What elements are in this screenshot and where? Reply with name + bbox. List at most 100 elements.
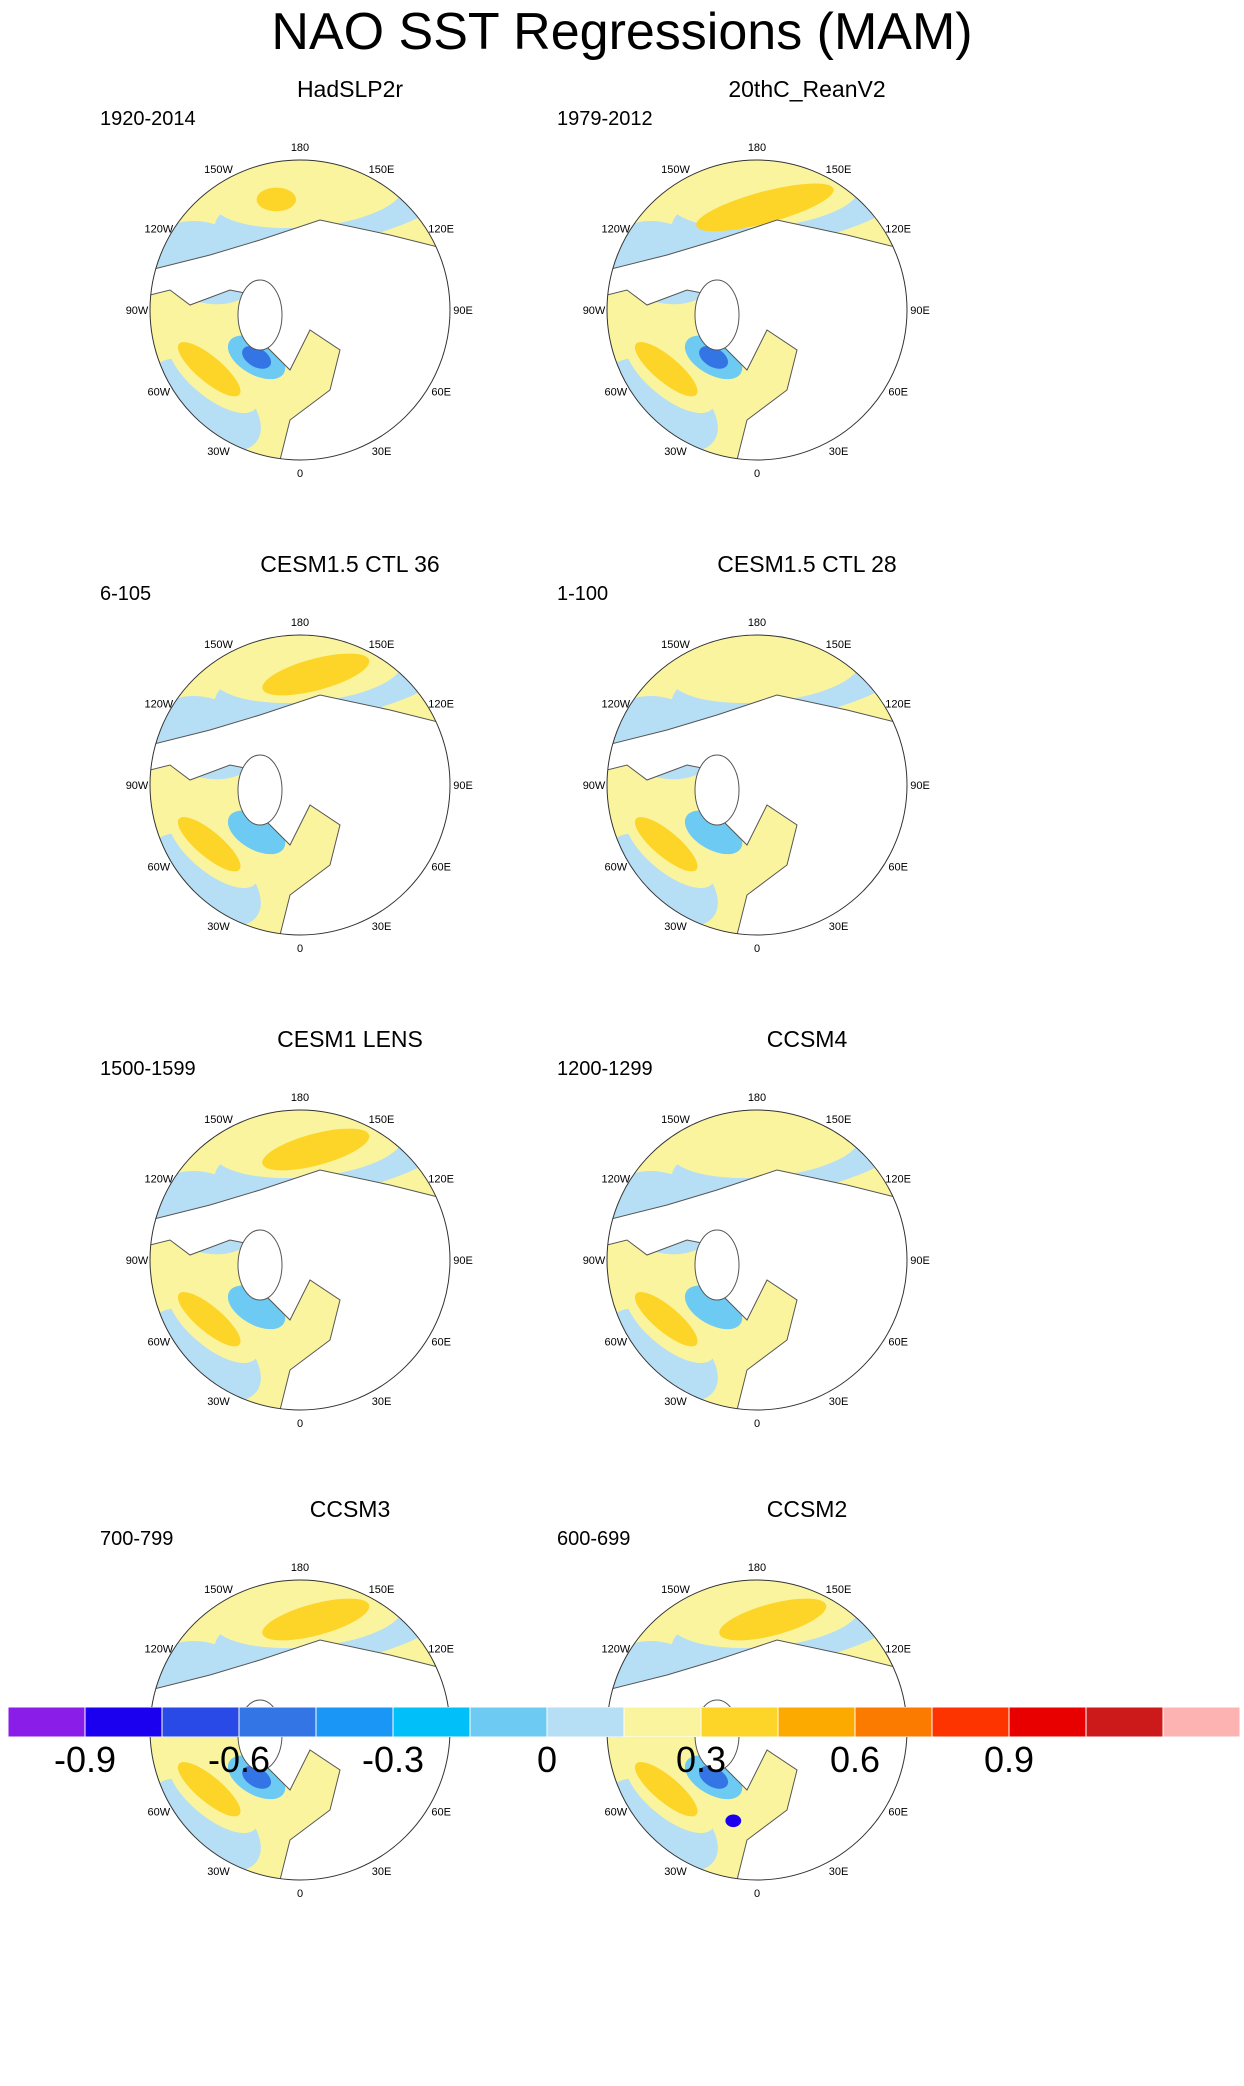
longitude-label: 120E — [885, 224, 911, 236]
colorbar-swatch — [1085, 1707, 1164, 1737]
longitude-label: 30E — [829, 1396, 849, 1408]
map-boundary — [606, 1109, 908, 1411]
colorbar-swatch — [315, 1707, 394, 1737]
polar-map: 180 150E 120E 90E 60E 30E 0 30W 60W 90W 120W 150W — [126, 617, 473, 955]
panel-period: 1979-2012 — [557, 108, 653, 130]
colorbar-swatch — [700, 1707, 779, 1737]
longitude-label: 150W — [204, 639, 233, 651]
panel-title: CCSM4 — [766, 1026, 848, 1052]
panel-title: CESM1.5 CTL 28 — [717, 551, 897, 577]
map-panel: CESM1.5 CTL 36 6-105 180 150E 120E 90E 60E 30E 0… — [70, 550, 530, 1020]
longitude-label: 180 — [291, 142, 309, 154]
map-panel: CCSM2600-699180150E120E90E60E30E030W60W9… — [527, 1495, 987, 1965]
panel-period: 1920-2014 — [100, 108, 196, 130]
longitude-label: 60E — [431, 387, 451, 399]
longitude-label: 0 — [754, 1418, 760, 1430]
longitude-label: 150E — [369, 639, 395, 651]
longitude-label: 30E — [829, 921, 849, 933]
longitude-label: 90W — [583, 1255, 606, 1267]
longitude-label: 120E — [885, 699, 911, 711]
longitude-label: 150W — [204, 164, 233, 176]
anomaly-region — [634, 1292, 698, 1347]
anomaly-region — [177, 1292, 241, 1347]
polar-map: 180 150E 120E 90E 60E 30E 0 30W 60W 90W 120W 150W — [583, 142, 930, 480]
colorbar-swatch — [931, 1707, 1010, 1737]
greenland — [694, 1229, 740, 1301]
colorbar-tick-label: -0.3 — [361, 1739, 425, 1780]
longitude-label: 60W — [605, 387, 628, 399]
panel-title: CCSM2 — [766, 1496, 848, 1522]
longitude-label: 90E — [910, 780, 930, 792]
longitude-label: 150E — [369, 164, 395, 176]
longitude-label: 180 — [291, 617, 309, 629]
longitude-label: 0 — [297, 1418, 303, 1430]
colorbar-tick-label: 0.3 — [675, 1739, 727, 1780]
colorbar — [8, 1707, 1240, 1737]
anomaly-region — [242, 345, 272, 369]
longitude-label: 60W — [605, 1807, 628, 1819]
panel-period: 700-799 — [100, 1528, 174, 1550]
polar-map: 180 150E 120E 90E 60E 30E 0 30W 60W 90W 120W 150W — [583, 1092, 930, 1430]
longitude-label: 30W — [664, 1396, 687, 1408]
longitude-label: 60E — [888, 862, 908, 874]
longitude-label: 90E — [453, 1255, 473, 1267]
anomaly-region — [696, 183, 834, 232]
greenland — [237, 279, 283, 351]
longitude-label: 60E — [431, 1807, 451, 1819]
longitude-label: 150E — [369, 1584, 395, 1596]
longitude-label: 30W — [207, 921, 230, 933]
colorbar-tick-label: 0.6 — [829, 1739, 881, 1780]
anomaly-region — [699, 1765, 729, 1789]
longitude-label: 180 — [748, 1092, 766, 1104]
greenland — [694, 279, 740, 351]
land-mass — [607, 694, 907, 935]
longitude-label: 30W — [664, 446, 687, 458]
panel-title: CESM1.5 CTL 36 — [260, 551, 440, 577]
longitude-label: 180 — [291, 1562, 309, 1574]
map-panel: HadSLP2r 1920-2014 180 150E 120E 90E 60E 30E 0 30… — [70, 75, 530, 545]
longitude-label: 30E — [372, 1866, 392, 1878]
greenland — [237, 1229, 283, 1301]
polar-map: 180 150E 120E 90E 60E 30E 0 30W 60W 90W 120W 150W — [126, 1092, 473, 1430]
anomaly-region — [699, 345, 729, 369]
anomaly-region — [242, 1765, 272, 1789]
panel-title: 20thC_ReanV2 — [728, 76, 886, 102]
longitude-label: 180 — [748, 1562, 766, 1574]
anomaly-region — [177, 1762, 241, 1817]
longitude-label: 150W — [661, 1584, 690, 1596]
anomaly-region — [634, 817, 698, 872]
anomaly-region — [262, 1598, 370, 1641]
longitude-label: 120W — [601, 1174, 630, 1186]
longitude-label: 60W — [605, 862, 628, 874]
longitude-label: 60W — [605, 1337, 628, 1349]
longitude-label: 180 — [748, 617, 766, 629]
longitude-label: 120W — [601, 1644, 630, 1656]
panel-period: 1200-1299 — [557, 1058, 653, 1080]
anomaly-region — [213, 163, 403, 229]
longitude-label: 60W — [148, 862, 171, 874]
colorbar-swatch — [161, 1707, 240, 1737]
map-boundary — [149, 1109, 451, 1411]
greenland — [237, 754, 283, 826]
anomaly-region — [262, 653, 370, 696]
longitude-label: 0 — [754, 943, 760, 955]
map-panel: CESM1 LENS 1500-1599 180 150E 120E 90E 60E 30E 0… — [70, 1025, 530, 1495]
longitude-label: 150E — [826, 164, 852, 176]
anomaly-region — [177, 817, 241, 872]
longitude-label: 90W — [583, 780, 606, 792]
panel-period: 1500-1599 — [100, 1058, 196, 1080]
longitude-label: 120W — [601, 224, 630, 236]
longitude-label: 120W — [144, 1644, 173, 1656]
longitude-label: 90E — [453, 305, 473, 317]
longitude-label: 30W — [664, 1866, 687, 1878]
longitude-label: 150W — [204, 1114, 233, 1126]
longitude-label: 90E — [910, 305, 930, 317]
longitude-label: 90W — [583, 305, 606, 317]
longitude-label: 30W — [664, 921, 687, 933]
land-mass — [607, 1169, 907, 1410]
longitude-label: 30E — [829, 1866, 849, 1878]
colorbar-tick-label: -0.6 — [207, 1739, 271, 1780]
map-panel: CESM1.5 CTL 28 1-100 180 150E 120E 90E 60E 30E 0… — [527, 550, 987, 1020]
longitude-label: 0 — [297, 468, 303, 480]
longitude-label: 30W — [207, 446, 230, 458]
